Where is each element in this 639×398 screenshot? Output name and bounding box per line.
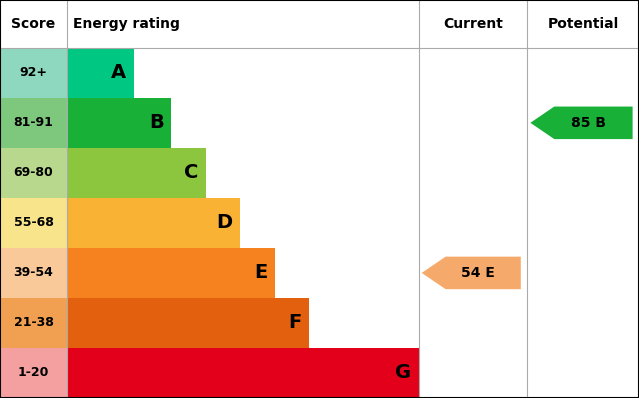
Text: 69-80: 69-80: [13, 166, 54, 179]
Text: G: G: [395, 363, 411, 382]
Text: 92+: 92+: [20, 66, 47, 79]
Text: 21-38: 21-38: [13, 316, 54, 330]
Text: F: F: [288, 314, 302, 332]
Bar: [67, 198, 240, 248]
Polygon shape: [530, 107, 633, 139]
Text: 54 E: 54 E: [461, 266, 495, 280]
Bar: [0, 298, 67, 348]
Text: C: C: [184, 163, 198, 182]
Text: Current: Current: [443, 17, 503, 31]
Text: Score: Score: [12, 17, 56, 31]
Bar: [67, 348, 419, 398]
Text: 81-91: 81-91: [13, 116, 54, 129]
Text: B: B: [149, 113, 164, 132]
Text: E: E: [254, 263, 267, 283]
Text: Potential: Potential: [548, 17, 619, 31]
Text: 39-54: 39-54: [13, 266, 54, 279]
Bar: [0, 98, 67, 148]
Text: 55-68: 55-68: [13, 217, 54, 229]
Polygon shape: [422, 257, 521, 289]
Bar: [67, 298, 309, 348]
Text: A: A: [111, 63, 127, 82]
Bar: [0, 348, 67, 398]
Bar: [0, 248, 67, 298]
Bar: [67, 98, 171, 148]
Text: D: D: [217, 213, 233, 232]
Bar: [0, 48, 67, 98]
Bar: [0, 148, 67, 198]
Text: Energy rating: Energy rating: [73, 17, 180, 31]
Bar: [67, 248, 275, 298]
Bar: [0, 198, 67, 248]
Text: 1-20: 1-20: [18, 367, 49, 379]
Text: 85 B: 85 B: [571, 116, 606, 130]
Bar: [67, 148, 206, 198]
Bar: [67, 48, 134, 98]
